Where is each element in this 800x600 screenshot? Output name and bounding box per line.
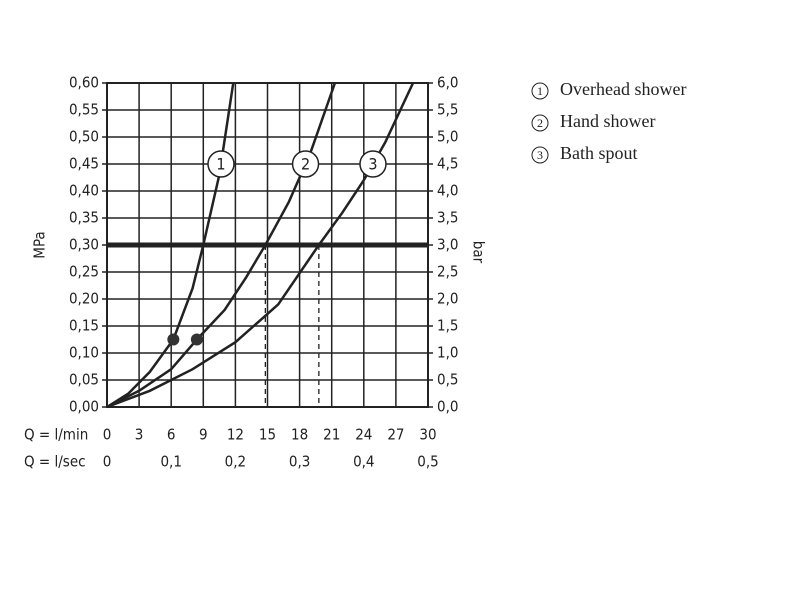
curve-label: 3: [368, 155, 377, 174]
x-tick-label: 27: [387, 426, 404, 444]
y-tick-label: 0,55: [69, 101, 99, 119]
legend-circle: [531, 114, 549, 132]
x-tick-label: 18: [291, 426, 308, 444]
y-tick-label: 0,15: [69, 317, 99, 335]
x2-tick-label: 0,1: [160, 453, 181, 471]
x-tick-label: 6: [167, 426, 176, 444]
legend-number: 2: [537, 116, 543, 130]
y2-tick-label: 4,0: [437, 182, 458, 200]
x-tick-label: 30: [419, 426, 436, 444]
x-tick-label: 24: [355, 426, 372, 444]
marker: [167, 333, 180, 346]
y2-tick-label: 2,5: [437, 263, 458, 281]
legend: 1 Overhead shower 2 Hand shower 3 Bath spout: [531, 79, 686, 164]
x-axis-label: Q = l/min: [24, 426, 88, 444]
y-tick-label: 0,35: [69, 209, 99, 227]
curve-label-circle: [359, 150, 387, 178]
x2-tick-label: 0,2: [225, 453, 246, 471]
y-tick-label: 0,50: [69, 128, 99, 146]
y2-tick-label: 3,5: [437, 209, 458, 227]
y2-tick-label: 0,0: [437, 398, 458, 416]
curve-label-circle: [207, 150, 235, 178]
y2-axis-label: bar: [470, 241, 488, 264]
y-tick-label: 0,20: [69, 290, 99, 308]
curve-label-circle: [291, 150, 320, 178]
x-tick-label: 15: [259, 426, 276, 444]
y-tick-label: 0,30: [69, 236, 99, 254]
y2-tick-label: 2,0: [437, 290, 458, 308]
y-axis-label: MPa: [31, 231, 49, 258]
curve-label: 2: [301, 155, 310, 174]
y2-tick-label: 5,0: [437, 128, 458, 146]
legend-number: 1: [537, 84, 543, 98]
x-tick-label: 9: [199, 426, 208, 444]
legend-circle: [531, 82, 549, 100]
curve: [106, 82, 337, 409]
legend-number: 3: [537, 148, 543, 162]
y2-tick-label: 5,5: [437, 101, 458, 119]
legend-label: Hand shower: [560, 111, 655, 131]
y-tick-label: 0,40: [69, 182, 99, 200]
x2-axis-label: Q = l/sec: [24, 453, 86, 471]
legend-circle: [531, 146, 549, 164]
y2-tick-label: 6,0: [437, 74, 458, 92]
legend-label: Bath spout: [560, 143, 638, 163]
legend-label: Overhead shower: [560, 79, 686, 99]
y2-tick-label: 0,5: [437, 371, 458, 389]
x2-tick-label: 0: [103, 453, 112, 471]
x-tick-label: 3: [135, 426, 144, 444]
y-tick-label: 0,00: [69, 398, 99, 416]
y-tick-label: 0,45: [69, 155, 99, 173]
y2-tick-label: 4,5: [437, 155, 458, 173]
y-tick-label: 0,25: [69, 263, 99, 281]
y-tick-label: 0,05: [69, 371, 99, 389]
x-tick-label: 21: [323, 426, 340, 444]
x2-tick-label: 0,3: [289, 453, 310, 471]
y2-tick-label: 3,0: [437, 236, 458, 254]
y2-tick-label: 1,5: [437, 317, 458, 335]
marker: [190, 333, 203, 346]
curve-label: 1: [216, 155, 225, 174]
x-tick-label: 0: [103, 426, 112, 444]
x-tick-label: 12: [227, 426, 244, 444]
x2-tick-label: 0,5: [417, 453, 438, 471]
y-tick-label: 0,10: [69, 344, 99, 362]
y2-tick-label: 1,0: [437, 344, 458, 362]
curve: [106, 82, 235, 409]
y-tick-label: 0,60: [69, 74, 99, 92]
x2-tick-label: 0,4: [353, 453, 374, 471]
